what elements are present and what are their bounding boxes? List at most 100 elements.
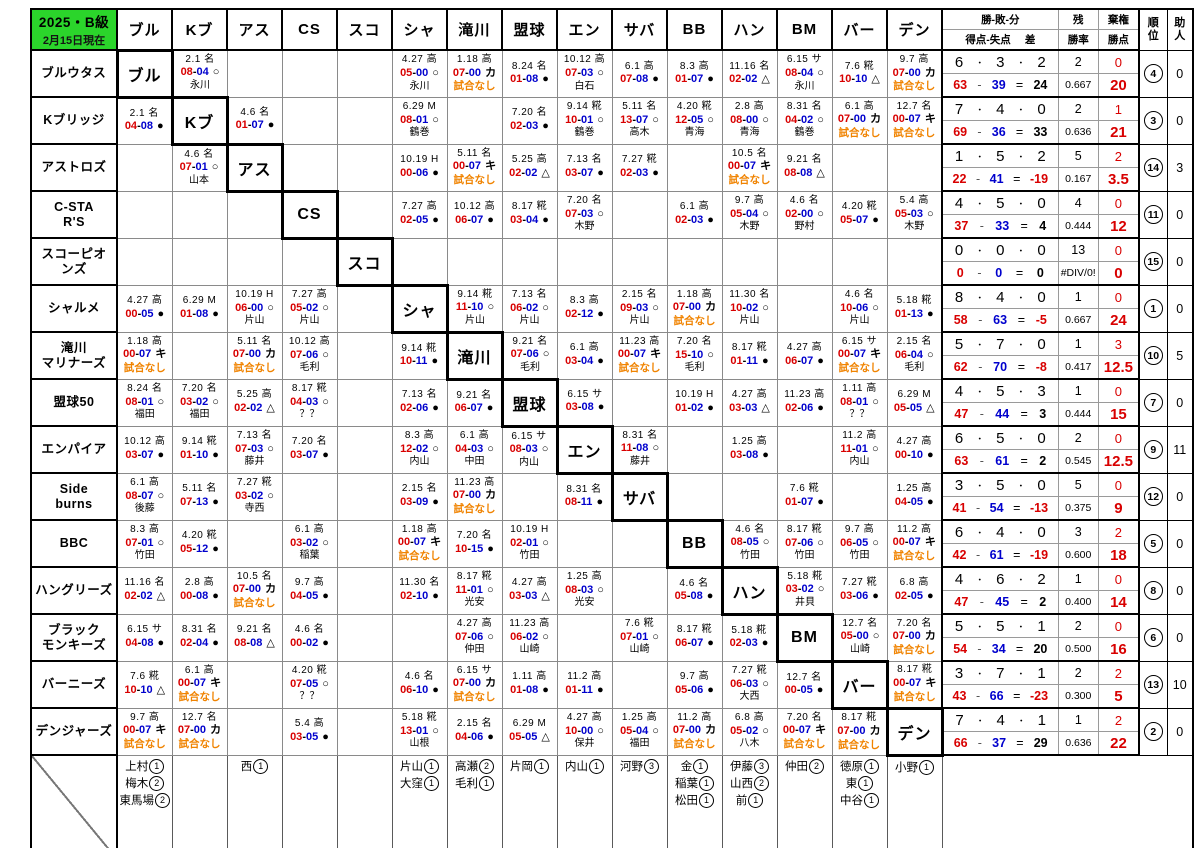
game-cell: 1.18 高 07-00 カ試合なし xyxy=(666,284,723,333)
separator-dot: ・ xyxy=(1016,574,1026,585)
runs-for: 47 xyxy=(954,407,969,421)
player-name: 木野 xyxy=(574,221,595,233)
table-row: ブルウタス ブル 2.1 名 08-04 ○ 永川 4.27 高 05-00 ○ 永川 1.18… xyxy=(30,48,1194,99)
result-symbol: カ xyxy=(482,677,497,690)
remaining-games: 4 xyxy=(1059,193,1099,214)
score-against: 05 xyxy=(690,113,704,126)
game-cell: 11.16 名 02-02 △ xyxy=(116,566,173,615)
game-cell-empty xyxy=(226,519,283,568)
score-against: 00 xyxy=(745,113,759,126)
score-for: 02 xyxy=(620,166,633,179)
result-symbol: ● xyxy=(758,354,769,367)
result-symbol: ● xyxy=(319,636,329,649)
score-for: 09 xyxy=(620,301,633,314)
player-name: 福田 xyxy=(189,409,210,421)
column-header-3: CS xyxy=(281,8,338,51)
wld-value: 3 xyxy=(1037,382,1046,400)
game-cell: 5.25 高 02-02 △ xyxy=(226,378,283,427)
score-for: 07 xyxy=(290,677,303,690)
game-date: 5.11 名 xyxy=(237,335,272,347)
separator-dot: ・ xyxy=(975,386,985,397)
score-for: 02 xyxy=(510,119,523,132)
result-symbol: ● xyxy=(209,448,219,461)
score-against: 00 xyxy=(468,66,482,79)
game-cell: 7.20 名 03-02 ○ 福田 xyxy=(171,378,228,427)
league-points: 3.5 xyxy=(1107,170,1129,188)
game-cell-empty xyxy=(116,143,173,192)
game-cell: 6.15 サ 07-00 カ試合なし xyxy=(446,660,503,709)
game-score: 07-00 カ xyxy=(177,724,222,737)
minus-sign: - xyxy=(975,172,981,186)
score-for: 05 xyxy=(290,301,303,314)
footer-names-cell: 小野 1 xyxy=(886,754,943,848)
game-date: 4.27 高 xyxy=(786,342,823,354)
game-cell: 9.14 糀 10-01 ○ 鶴巻 xyxy=(556,96,613,145)
game-cell-empty xyxy=(281,237,338,286)
win-rate: 0.400 xyxy=(1059,591,1099,612)
score-against: 02 xyxy=(525,166,538,179)
footer-player-name: 徳原 xyxy=(840,760,863,773)
game-date: 6.29 M xyxy=(182,295,217,307)
game-date: 5.18 糀 xyxy=(731,624,767,636)
footer-player: 河野 3 xyxy=(613,758,666,776)
rank-circled-number: 10 xyxy=(1143,346,1163,366)
score-for: 07 xyxy=(177,724,191,737)
score-against: 02 xyxy=(140,589,153,602)
game-date: 10.12 高 xyxy=(563,54,606,66)
game-date: 6.29 M xyxy=(402,101,437,113)
game-score: 00-05 ● xyxy=(784,684,824,697)
game-cell: 4.6 名 07-01 ○ 山本 xyxy=(171,143,228,192)
footer-names-cell: 高瀬 2 毛利 1 xyxy=(446,754,503,848)
footer-player-name: 伊藤 xyxy=(730,760,753,773)
equals-sign: = xyxy=(1015,125,1024,139)
score-for: 07 xyxy=(455,630,468,643)
footer-names-cell: 仲田 2 xyxy=(776,754,833,848)
helper-cell: 0 xyxy=(1166,378,1194,427)
score-for: 00 xyxy=(123,348,136,361)
result-symbol: ○ xyxy=(923,348,934,361)
footer-player-count: 1 xyxy=(858,776,874,791)
game-cell: 1.18 高 07-00 カ試合なし xyxy=(446,49,503,98)
score-for: 08 xyxy=(784,166,797,179)
game-cell-empty xyxy=(501,237,558,286)
score-against: 00 xyxy=(468,489,482,502)
separator-dot: ・ xyxy=(975,57,985,68)
rank-cell: 8 xyxy=(1138,566,1168,615)
minus-sign: - xyxy=(975,689,981,703)
game-date: 1.18 高 xyxy=(127,335,163,347)
score-for: 04 xyxy=(290,395,303,408)
game-cell: 5.11 名 00-07 キ試合なし xyxy=(446,143,503,192)
score-for: 10 xyxy=(730,301,743,314)
score-against: 11 xyxy=(580,496,593,509)
forfeit-count: 0 xyxy=(1114,477,1123,493)
team-name-cell: ブルウタス xyxy=(30,49,118,98)
game-date: 4.6 名 xyxy=(294,624,325,636)
score-for: 06 xyxy=(510,301,523,314)
game-date: 7.6 糀 xyxy=(789,483,820,495)
game-cell: 6.29 M 05-05 △ xyxy=(501,707,558,756)
game-score: 00-07 キ xyxy=(617,348,662,361)
score-for: 01 xyxy=(510,73,523,86)
no-game-label: 試合なし xyxy=(123,362,166,375)
result-symbol: ● xyxy=(813,684,824,697)
league-points: 0 xyxy=(1114,264,1123,282)
footer-player: 片岡 1 xyxy=(503,758,556,776)
game-cell-empty xyxy=(281,472,338,521)
score-against: 02 xyxy=(250,401,263,414)
player-name: 片山 xyxy=(299,315,320,327)
score-against: 05 xyxy=(746,536,759,549)
game-date: 1.18 高 xyxy=(676,288,713,300)
result-symbol: ● xyxy=(593,683,604,696)
player-name: 永川 xyxy=(409,80,430,92)
win-rate: 0.375 xyxy=(1059,497,1099,518)
game-cell: 4.20 糀 12-05 ○ 青海 xyxy=(666,96,723,145)
score-against: 02 xyxy=(525,630,539,643)
score-against: 02 xyxy=(745,73,758,86)
game-date: 6.1 高 xyxy=(624,60,655,72)
game-score: 03-07 ● xyxy=(290,448,329,461)
win-lose-draw: 6 ・ 5 ・ 0 xyxy=(944,428,1059,449)
score-against: 03 xyxy=(745,401,758,414)
run-diff: 33 xyxy=(1033,125,1048,139)
score-for: 02 xyxy=(675,213,688,226)
score-against: 08 xyxy=(250,636,263,649)
